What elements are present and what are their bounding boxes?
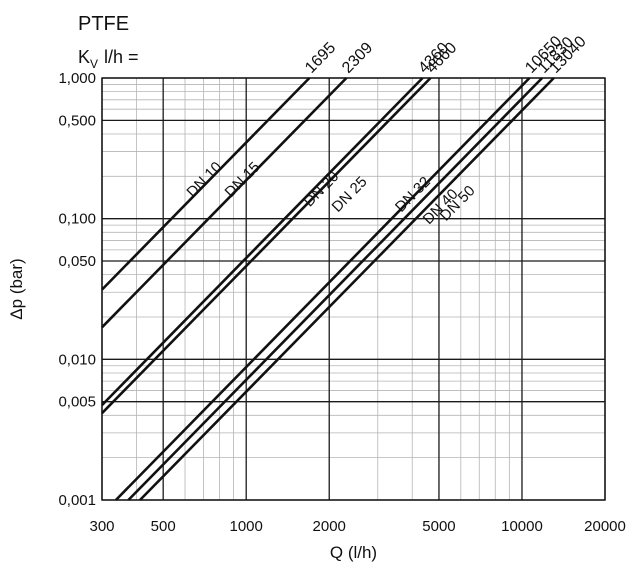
kv-prefix: K (78, 47, 90, 67)
x-tick-label: 500 (151, 518, 176, 535)
y-axis-label: Δp (bar) (7, 258, 26, 319)
kv-value-label: 1695 (302, 39, 339, 76)
x-axis-label: Q (l/h) (330, 543, 377, 562)
x-tick-label: 1000 (230, 518, 263, 535)
series-line-dn-50 (139, 77, 555, 501)
x-tick-label: 5000 (422, 518, 455, 535)
kv-header-label: KV l/h = (78, 47, 139, 71)
kv-subscript: V (90, 57, 98, 71)
y-tick-label: 0,500 (58, 112, 96, 129)
x-tick-label: 300 (89, 518, 114, 535)
series-line-dn-10 (101, 77, 311, 291)
grid (101, 77, 606, 501)
x-tick-label: 20000 (584, 518, 626, 535)
series-line-dn-20 (101, 77, 424, 407)
series-line-dn-15 (101, 77, 348, 329)
x-tick-label: 2000 (313, 518, 346, 535)
series-lines (101, 77, 555, 501)
kv-value-label: 2309 (339, 39, 376, 76)
series-line-dn-32 (114, 77, 531, 501)
kv-suffix: l/h = (104, 47, 139, 67)
series-label: DN 15 (222, 159, 264, 201)
y-tick-label: 0,100 (58, 211, 96, 228)
y-tick-label: 0,050 (58, 253, 96, 270)
kv-value-label: 4660 (423, 39, 460, 76)
y-tick-label: 0,010 (58, 351, 96, 368)
series-label: DN 10 (183, 159, 225, 201)
series-line-dn-40 (127, 77, 544, 501)
tick-labels: 300 500 1000 2000 5000 10000 20000 0,001 0,005 0,… (58, 70, 625, 535)
chart-title: PTFE (78, 13, 129, 35)
x-tick-label: 10000 (501, 518, 543, 535)
y-tick-label: 1,000 (58, 70, 96, 87)
series-line-dn-25 (101, 77, 432, 415)
y-tick-label: 0,001 (58, 492, 96, 509)
y-tick-label: 0,005 (58, 394, 96, 411)
